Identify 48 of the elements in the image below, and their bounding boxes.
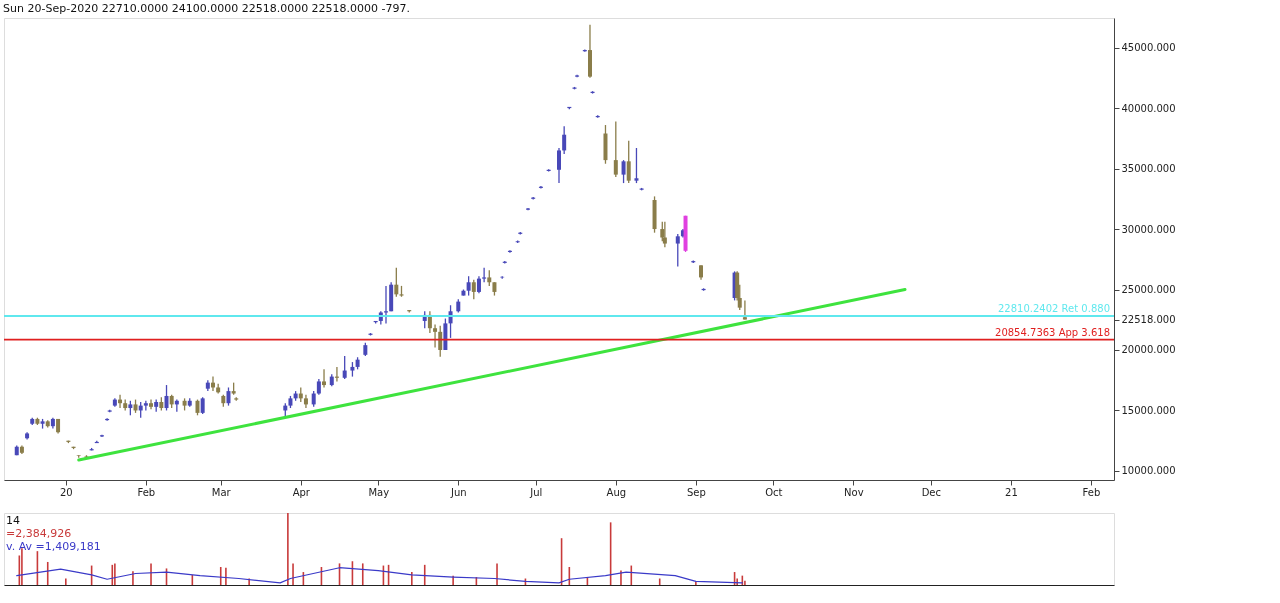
x-tick-label: Feb xyxy=(137,486,156,498)
x-tick-label: 21 xyxy=(1005,486,1018,498)
x-tick-label: Dec xyxy=(921,486,942,498)
candlestick xyxy=(662,221,667,248)
candlestick xyxy=(433,323,438,349)
candlestick xyxy=(675,233,680,268)
y-tick-label: 25000.000 xyxy=(1121,284,1176,296)
candlestick xyxy=(226,386,231,407)
y-tick-label: 35000.000 xyxy=(1121,163,1176,175)
x-tick-label: Aug xyxy=(606,486,627,498)
x-tick-label: 20 xyxy=(59,486,73,498)
y-tick-label: 45000.000 xyxy=(1121,42,1176,54)
annotation: v. Av =1,409,181 xyxy=(6,540,101,553)
y-tick-label: 15000.000 xyxy=(1121,404,1176,416)
candlestick xyxy=(394,267,399,298)
candlestick xyxy=(613,120,618,178)
candlestick xyxy=(342,355,347,380)
candlestick xyxy=(562,125,567,155)
y-tick-label: 22518.000 xyxy=(1121,314,1176,326)
candlestick xyxy=(557,147,561,184)
candlestick xyxy=(466,275,471,297)
candlestick xyxy=(626,140,631,184)
x-tick-label: May xyxy=(368,486,390,498)
annotation: =2,384,926 xyxy=(6,527,72,540)
candlestick xyxy=(621,159,626,184)
x-tick-label: Jun xyxy=(449,486,467,498)
ref-line-label: 22810.2402 Ret 0.880 xyxy=(998,303,1110,314)
annotation: 14 xyxy=(6,514,20,527)
candlestick xyxy=(322,368,327,389)
x-tick-label: Nov xyxy=(844,486,864,498)
candlestick xyxy=(164,384,169,412)
y-tick-label: 20000.000 xyxy=(1121,344,1176,356)
x-tick-label: Apr xyxy=(292,486,311,498)
candlestick xyxy=(742,299,747,321)
y-tick-label: 30000.000 xyxy=(1121,223,1176,235)
x-tick-label: Oct xyxy=(765,486,783,498)
candlestick xyxy=(143,400,148,412)
x-tick-label: Feb xyxy=(1082,486,1101,498)
candlestick xyxy=(482,267,487,283)
x-tick-label: Jul xyxy=(529,486,543,498)
x-tick-label: Mar xyxy=(211,486,232,498)
chart-title: Sun 20-Sep-2020 22710.0000 24100.0000 22518.0000 22518.0000 -797. xyxy=(3,2,411,15)
y-tick-label: 40000.000 xyxy=(1121,102,1176,114)
x-tick-label: Sep xyxy=(686,486,706,498)
ref-line-label: 20854.7363 App 3.618 xyxy=(995,326,1110,338)
y-tick-label: 10000.000 xyxy=(1121,465,1176,477)
candlestick xyxy=(634,147,639,184)
candlestick xyxy=(471,279,476,300)
